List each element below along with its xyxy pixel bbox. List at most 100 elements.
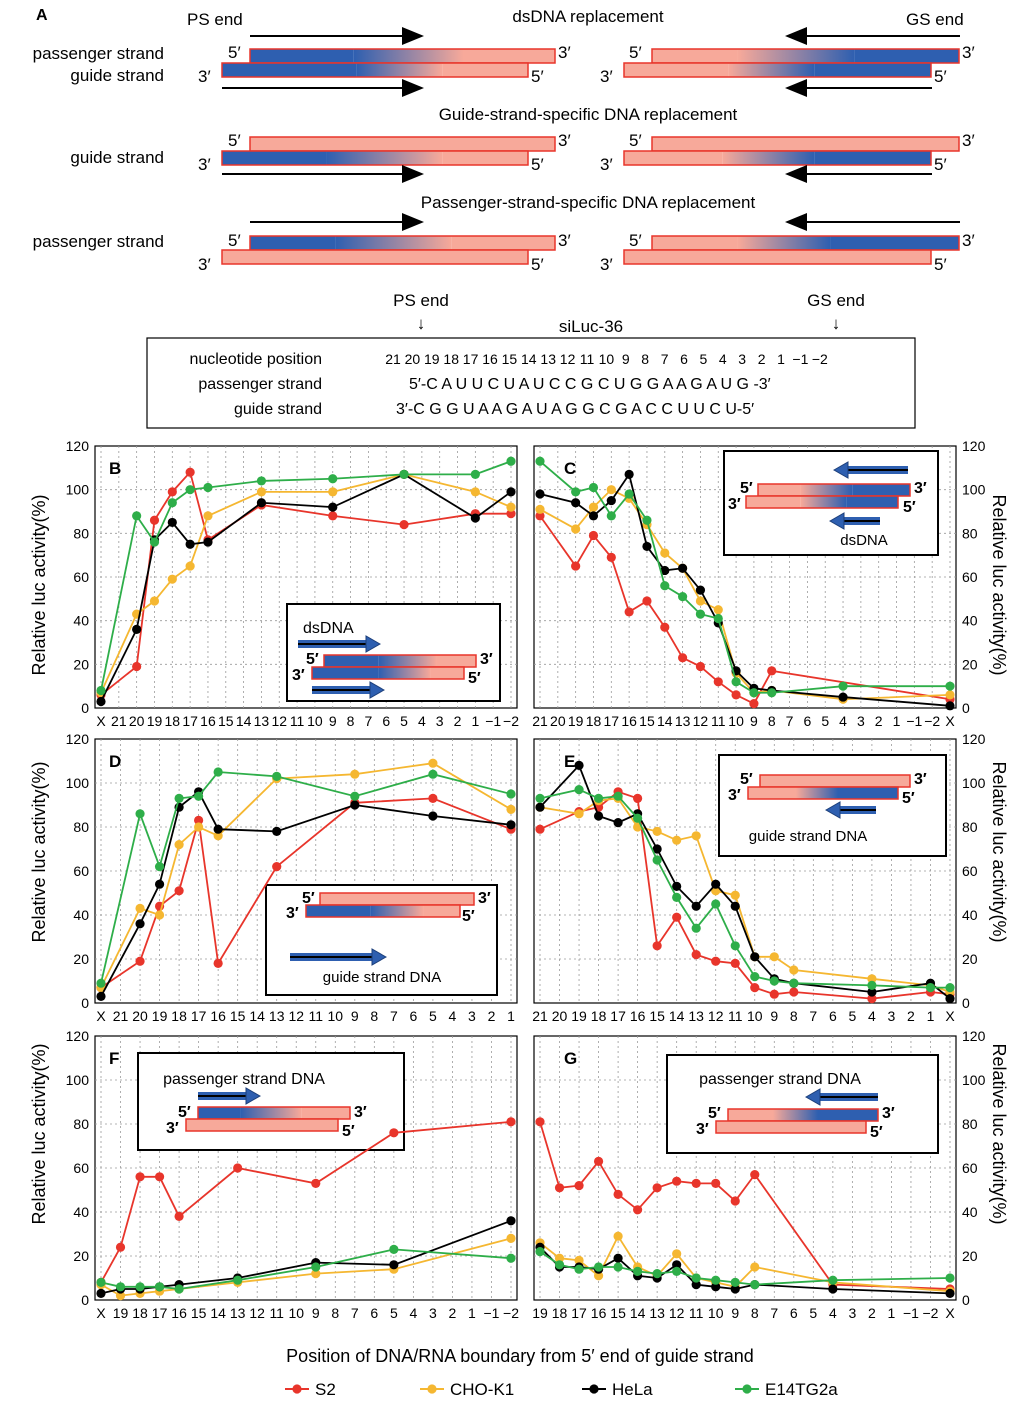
- data-point-e14tg2a: [535, 456, 545, 466]
- strand-outline: [745, 495, 899, 509]
- ds-right-guide-strand: [623, 62, 932, 78]
- data-point-cho-k1: [867, 974, 877, 984]
- data-point-cho-k1: [769, 952, 779, 962]
- x-tick-label: 18: [591, 1008, 607, 1024]
- series-e14tg2a: [96, 767, 516, 988]
- row-label-passenger-only: passenger strand: [33, 232, 164, 251]
- data-point-s2: [506, 509, 516, 519]
- nucleotide-position-20: 20: [405, 351, 421, 367]
- x-tick-label: 1: [888, 1305, 896, 1321]
- data-point-e14tg2a: [115, 1282, 126, 1292]
- strand-segment: [758, 484, 801, 496]
- inset-frame: [666, 1054, 939, 1154]
- x-tick-label: 20: [132, 1008, 148, 1024]
- data-point-hela: [328, 502, 338, 512]
- data-point-cho-k1: [185, 561, 195, 571]
- ds-left-guide-strand: [221, 62, 529, 78]
- inset-5prime: 5′: [870, 1124, 883, 1141]
- strand-segment: [852, 484, 910, 496]
- panel-label-d: D: [109, 752, 121, 771]
- data-point-s2: [731, 690, 741, 700]
- x-tick-label: 7: [351, 1305, 359, 1321]
- data-point-e14tg2a: [213, 767, 223, 777]
- x-tick-label: 13: [675, 713, 691, 729]
- data-point-hela: [672, 881, 682, 892]
- inset-arrow: [298, 635, 382, 653]
- x-tick-label: 5: [429, 1008, 437, 1024]
- data-point-e14tg2a: [311, 1262, 321, 1272]
- x-tick-label: 14: [669, 1008, 685, 1024]
- x-tick-label: 1: [507, 1008, 515, 1024]
- arrow-head: [804, 1088, 821, 1106]
- panel-label-c: C: [564, 459, 576, 478]
- data-point-hela: [350, 800, 360, 810]
- data-point-hela: [711, 879, 721, 889]
- data-point-hela: [571, 498, 581, 508]
- x-tick-label: −1: [903, 1305, 919, 1321]
- strand-outline: [623, 62, 932, 78]
- data-point-cho-k1: [730, 890, 740, 900]
- data-point-e14tg2a: [535, 793, 545, 804]
- data-point-cho-k1: [606, 485, 616, 495]
- guide-left-passenger-strand: [249, 136, 556, 152]
- guide-sequence: 3′-C G G U A A G A U A G G C G A C C U U…: [396, 401, 754, 418]
- inset-5prime: 5′: [468, 670, 481, 687]
- label-5prime: 5′: [934, 67, 947, 86]
- x-tick-label: 5: [821, 713, 829, 729]
- strand-segment: [442, 63, 528, 77]
- data-point-s2: [233, 1163, 243, 1173]
- strand-segment: [728, 1109, 773, 1121]
- nucleotide-position-−1: −1: [792, 351, 808, 367]
- data-point-s2: [606, 552, 616, 562]
- ds-left-passenger-strand: [249, 48, 556, 64]
- inset-3prime: 3′: [728, 787, 741, 804]
- inset-5prime: 5′: [302, 890, 315, 907]
- inset-3prime: 3′: [882, 1105, 895, 1122]
- data-point-s2: [711, 1178, 721, 1188]
- x-tick-label: 1: [468, 1305, 476, 1321]
- inset-passenger-strand: [757, 483, 911, 497]
- inset-5prime: 5′: [903, 499, 916, 516]
- panel-label-e: E: [564, 752, 575, 771]
- ds-replacement-title: dsDNA replacement: [512, 7, 663, 26]
- data-point-e14tg2a: [154, 1282, 165, 1292]
- data-point-s2: [389, 1128, 399, 1138]
- y-tick-label: 60: [73, 569, 89, 585]
- strand-outline: [747, 786, 899, 800]
- x-tick-label: 17: [182, 713, 198, 729]
- strand-segment: [830, 236, 959, 250]
- x-tick-label: X: [96, 1008, 106, 1024]
- arrow-head: [402, 213, 424, 231]
- passenger-right-passenger-strand: [651, 235, 960, 251]
- x-tick-label: 2: [488, 1008, 496, 1024]
- nucleotide-position-−2: −2: [812, 351, 828, 367]
- strand-segment: [624, 250, 931, 264]
- y-tick-label: 0: [81, 1292, 89, 1308]
- strand-segment: [624, 63, 729, 77]
- data-point-hela: [574, 760, 584, 771]
- data-point-hela: [256, 498, 267, 508]
- x-tick-label: 15: [191, 1305, 207, 1321]
- data-point-hela: [711, 1282, 721, 1292]
- inset-arrow: [832, 461, 908, 479]
- data-point-s2: [730, 1196, 740, 1206]
- x-tick-label: 14: [657, 713, 673, 729]
- x-tick-label: 2: [868, 1305, 876, 1321]
- strand-segment: [430, 667, 464, 679]
- inset-label: dsDNA: [303, 620, 354, 637]
- strand-segment: [250, 236, 336, 250]
- data-point-s2: [506, 1117, 516, 1127]
- arrow-head: [365, 635, 382, 653]
- x-tick-label: 5: [390, 1305, 398, 1321]
- nucleotide-position-19: 19: [424, 351, 440, 367]
- sirna-name: siLuc-36: [559, 317, 623, 336]
- legend-label-cho-k1: CHO-K1: [450, 1380, 514, 1399]
- data-point-hela: [535, 489, 545, 499]
- y-tick-label: 100: [66, 775, 90, 791]
- schematic-diagrams: 5′ 3′ 3′ 5′ 5′ 3′ 3′ 5′ 5′ 3′ 3′ 5′ 5′ 3′ 3′ 5′ 5′ 3′ 3′ 5′…: [198, 27, 975, 274]
- x-tick-label: 8: [347, 713, 355, 729]
- data-point-s2: [691, 950, 701, 960]
- data-point-e14tg2a: [678, 592, 688, 602]
- inset-guide-strand: [311, 666, 465, 680]
- data-point-cho-k1: [535, 504, 545, 514]
